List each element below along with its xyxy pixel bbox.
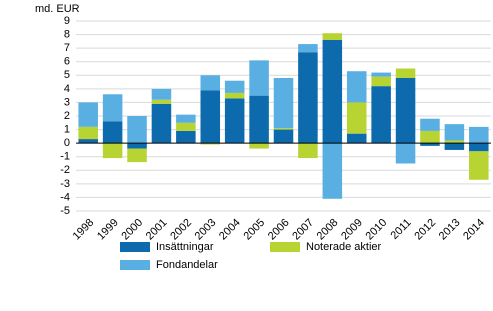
bar-segment bbox=[224, 80, 245, 93]
bar-segment bbox=[200, 90, 221, 144]
y-tick-label: 4 bbox=[64, 83, 70, 95]
y-tick-label: -5 bbox=[60, 205, 70, 217]
y-tick-label: -4 bbox=[60, 191, 70, 203]
y-tick-label: 3 bbox=[64, 96, 70, 108]
legend-label: Insättningar bbox=[156, 241, 214, 253]
bar-segment bbox=[102, 94, 123, 122]
y-tick-label: 6 bbox=[64, 56, 70, 68]
x-tick-label: 1998 bbox=[71, 217, 97, 243]
bar-segment bbox=[273, 128, 294, 130]
x-tick-label: 1999 bbox=[95, 217, 121, 243]
x-tick-label: 2005 bbox=[241, 217, 267, 243]
bar-segment bbox=[224, 98, 245, 144]
x-tick-label: 2004 bbox=[217, 217, 243, 243]
y-tick-label: 7 bbox=[64, 42, 70, 54]
bar-segment bbox=[469, 151, 489, 180]
bar-segment bbox=[127, 148, 147, 163]
legend-swatch bbox=[120, 260, 150, 270]
bar-segment bbox=[346, 102, 367, 134]
x-tick-label: 2007 bbox=[290, 217, 316, 243]
y-tick-label: 1 bbox=[64, 123, 70, 135]
x-tick-label: 2006 bbox=[266, 217, 292, 243]
x-tick-label: 2003 bbox=[193, 217, 219, 243]
y-tick-label: -3 bbox=[60, 178, 70, 190]
bar-segment bbox=[444, 143, 465, 150]
bar-segment bbox=[127, 116, 147, 144]
y-tick-label: 8 bbox=[64, 28, 70, 40]
bar-segment bbox=[176, 130, 196, 144]
bar-segment bbox=[298, 143, 318, 159]
bar-segment bbox=[78, 102, 98, 127]
y-tick-label: -1 bbox=[60, 151, 70, 163]
x-tick-label: 2014 bbox=[461, 217, 487, 243]
x-tick-label: 2012 bbox=[412, 217, 438, 243]
y-tick-label: -2 bbox=[60, 164, 70, 176]
bar-segment bbox=[371, 86, 391, 144]
bar-segment bbox=[249, 95, 269, 144]
y-tick-label: 5 bbox=[64, 69, 70, 81]
y-tick-label: 2 bbox=[64, 110, 70, 122]
bar-segment bbox=[151, 88, 172, 100]
bar-segment bbox=[395, 68, 416, 78]
bar-segment bbox=[322, 143, 343, 199]
bar-segment bbox=[102, 143, 123, 159]
bar-segment bbox=[273, 78, 294, 129]
bar-segment bbox=[346, 71, 367, 103]
bar-segment bbox=[371, 76, 391, 87]
legend-label: Fondandelar bbox=[156, 259, 218, 271]
bar-segment bbox=[273, 129, 294, 144]
bar-segment bbox=[420, 130, 440, 144]
x-tick-label: 2000 bbox=[119, 217, 145, 243]
bar-segment bbox=[224, 92, 245, 99]
bar-segment bbox=[127, 143, 147, 149]
x-tick-label: 2013 bbox=[437, 217, 463, 243]
bar-segment bbox=[151, 103, 172, 144]
x-tick-label: 2008 bbox=[315, 217, 341, 243]
bar-segment bbox=[444, 140, 465, 144]
bar-segment bbox=[200, 143, 221, 145]
x-tick-label: 2002 bbox=[168, 217, 194, 243]
x-tick-label: 2010 bbox=[364, 217, 390, 243]
bar-segment bbox=[78, 126, 98, 140]
y-unit-label: md. EUR bbox=[35, 3, 80, 15]
bar-segment bbox=[395, 78, 416, 144]
x-tick-label: 2001 bbox=[144, 217, 170, 243]
bar-segment bbox=[420, 143, 440, 146]
bar-segment bbox=[469, 126, 489, 144]
legend-swatch bbox=[270, 242, 300, 252]
bar-segment bbox=[469, 143, 489, 152]
bar-segment bbox=[444, 124, 465, 141]
bar-segment bbox=[420, 118, 440, 131]
x-tick-label: 2009 bbox=[339, 217, 365, 243]
bar-segment bbox=[176, 122, 196, 131]
bar-segment bbox=[346, 133, 367, 144]
bar-segment bbox=[371, 72, 391, 77]
bar-segment bbox=[78, 139, 98, 144]
x-tick-label: 2011 bbox=[389, 217, 414, 242]
bar-segment bbox=[322, 40, 343, 144]
bar-segment bbox=[151, 99, 172, 104]
bar-segment bbox=[249, 143, 269, 149]
bar-segment bbox=[298, 52, 318, 144]
y-tick-label: 0 bbox=[64, 137, 70, 149]
bar-segment bbox=[322, 33, 343, 40]
y-tick-label: 9 bbox=[64, 15, 70, 27]
bar-segment bbox=[102, 121, 123, 144]
bar-segment bbox=[249, 60, 269, 96]
bar-segment bbox=[176, 114, 196, 123]
bar-segment bbox=[298, 44, 318, 53]
legend-label: Noterade aktier bbox=[306, 241, 382, 253]
bar-segment bbox=[200, 75, 221, 91]
legend-swatch bbox=[120, 242, 150, 252]
bar-segment bbox=[395, 143, 416, 164]
